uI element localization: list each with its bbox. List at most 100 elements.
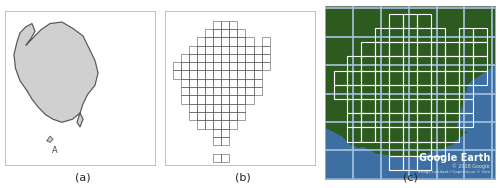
- Bar: [213, 37, 221, 45]
- Bar: [473, 56, 487, 71]
- Bar: [213, 112, 221, 121]
- Bar: [205, 45, 213, 54]
- Bar: [188, 87, 197, 96]
- Bar: [172, 62, 180, 70]
- Bar: [381, 0, 408, 8]
- Bar: [188, 79, 197, 87]
- Bar: [464, 0, 492, 8]
- Bar: [381, 37, 408, 65]
- Bar: [188, 62, 197, 70]
- Bar: [473, 28, 487, 42]
- Bar: [197, 45, 205, 54]
- Bar: [408, 8, 436, 37]
- Bar: [246, 54, 254, 62]
- Bar: [229, 20, 237, 29]
- Bar: [229, 54, 237, 62]
- Bar: [180, 87, 188, 96]
- Bar: [205, 96, 213, 104]
- Bar: [403, 113, 417, 127]
- Bar: [213, 121, 221, 129]
- Bar: [213, 137, 221, 145]
- Bar: [381, 150, 408, 179]
- Bar: [254, 54, 262, 62]
- Bar: [403, 71, 417, 85]
- Bar: [459, 28, 473, 42]
- Bar: [180, 62, 188, 70]
- Bar: [362, 56, 376, 71]
- Bar: [417, 85, 431, 99]
- Text: (a): (a): [74, 172, 90, 182]
- Bar: [229, 121, 237, 129]
- Bar: [445, 71, 459, 85]
- Bar: [229, 87, 237, 96]
- Bar: [180, 54, 188, 62]
- Bar: [348, 71, 362, 85]
- Bar: [197, 96, 205, 104]
- Bar: [353, 0, 381, 8]
- Bar: [403, 156, 417, 170]
- Bar: [180, 70, 188, 79]
- Bar: [197, 70, 205, 79]
- Bar: [221, 154, 229, 162]
- Bar: [348, 127, 362, 142]
- Bar: [221, 137, 229, 145]
- Bar: [188, 96, 197, 104]
- Bar: [229, 104, 237, 112]
- Bar: [376, 85, 390, 99]
- Bar: [221, 79, 229, 87]
- Bar: [431, 142, 445, 156]
- Bar: [246, 96, 254, 104]
- Bar: [431, 127, 445, 142]
- Bar: [205, 79, 213, 87]
- Bar: [213, 129, 221, 137]
- Bar: [376, 127, 390, 142]
- Bar: [431, 42, 445, 56]
- Bar: [390, 99, 403, 113]
- Text: Image Landsat / Copernicus © Geo: Image Landsat / Copernicus © Geo: [418, 170, 490, 174]
- Bar: [238, 87, 246, 96]
- Bar: [254, 62, 262, 70]
- Bar: [417, 42, 431, 56]
- Bar: [431, 56, 445, 71]
- Bar: [459, 85, 473, 99]
- Bar: [436, 65, 464, 93]
- Bar: [325, 65, 353, 93]
- Polygon shape: [325, 6, 495, 158]
- Bar: [408, 37, 436, 65]
- Bar: [376, 113, 390, 127]
- Bar: [376, 28, 390, 42]
- Bar: [403, 127, 417, 142]
- Bar: [492, 0, 500, 8]
- Bar: [197, 37, 205, 45]
- Bar: [403, 14, 417, 28]
- Bar: [221, 104, 229, 112]
- Bar: [213, 45, 221, 54]
- Bar: [403, 99, 417, 113]
- Bar: [353, 65, 381, 93]
- Bar: [238, 54, 246, 62]
- Bar: [362, 71, 376, 85]
- Bar: [348, 113, 362, 127]
- Bar: [246, 87, 254, 96]
- Bar: [205, 121, 213, 129]
- Bar: [436, 0, 464, 8]
- Bar: [221, 37, 229, 45]
- Bar: [188, 45, 197, 54]
- Bar: [492, 37, 500, 65]
- Bar: [180, 96, 188, 104]
- Bar: [417, 99, 431, 113]
- Bar: [197, 112, 205, 121]
- Bar: [246, 70, 254, 79]
- Bar: [348, 56, 362, 71]
- Bar: [464, 150, 492, 179]
- Bar: [246, 79, 254, 87]
- Bar: [205, 62, 213, 70]
- Bar: [334, 71, 347, 85]
- Bar: [403, 85, 417, 99]
- Bar: [238, 37, 246, 45]
- Bar: [459, 113, 473, 127]
- Bar: [431, 71, 445, 85]
- Bar: [431, 113, 445, 127]
- Bar: [325, 0, 353, 8]
- Bar: [213, 29, 221, 37]
